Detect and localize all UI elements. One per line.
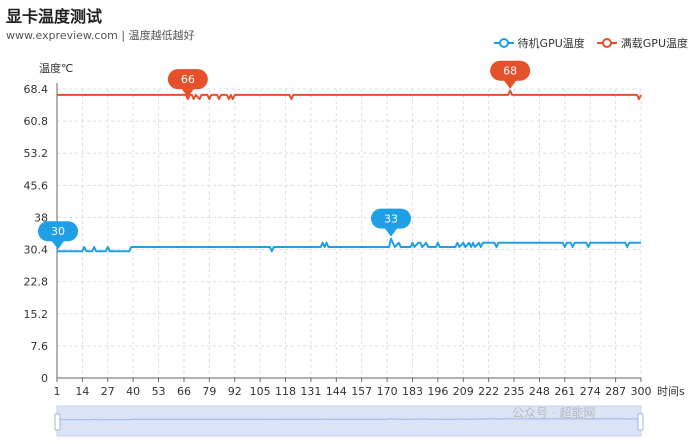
idle-max-marker-label: 33: [384, 213, 398, 226]
x-tick-label: 170: [377, 385, 398, 398]
legend-item-load[interactable]: 满载GPU温度: [596, 35, 688, 51]
zoom-slider-preview: [57, 417, 641, 421]
x-tick-label: 53: [152, 385, 166, 398]
x-tick-label: 209: [453, 385, 474, 398]
legend-label-idle: 待机GPU温度: [517, 37, 585, 50]
legend-item-idle[interactable]: 待机GPU温度: [493, 35, 585, 51]
x-tick-label: 157: [351, 385, 372, 398]
x-tick-label: 66: [177, 385, 191, 398]
zoom-slider-area: [56, 405, 642, 437]
load-max-marker: 68: [490, 60, 531, 89]
idle-min-marker-label: 30: [51, 225, 65, 238]
x-tick-label: 274: [580, 385, 601, 398]
load-min-marker-label: 66: [181, 73, 195, 86]
x-tick-label: 92: [228, 385, 242, 398]
chart-subtitle: www.expreview.com | 温度越低越好: [6, 29, 195, 42]
series-line-idle: [57, 237, 641, 253]
y-tick-label: 22.8: [24, 276, 49, 289]
legend: 待机GPU温度 满载GPU温度: [493, 35, 688, 51]
y-tick-label: 30.4: [24, 244, 49, 257]
y-tick-label: 7.6: [31, 340, 49, 353]
idle-min-marker: 30: [38, 221, 78, 250]
load-max-marker-shape: [490, 60, 531, 89]
series-line-load: [57, 89, 642, 101]
x-tick-label: 235: [504, 385, 525, 398]
x-tick-label: 287: [605, 385, 626, 398]
watermark: 公众号 · 超能网: [512, 406, 596, 420]
zoom-handle-right[interactable]: [637, 413, 644, 431]
x-tick-label: 261: [554, 385, 575, 398]
idle-max-marker-shape: [370, 208, 411, 237]
legend-swatch-idle: [493, 38, 514, 48]
x-tick-label: 27: [101, 385, 115, 398]
x-tick-label: 79: [202, 385, 216, 398]
y-tick-label: 53.2: [24, 147, 49, 160]
x-tick-label: 131: [300, 385, 321, 398]
legend-label-load: 满载GPU温度: [620, 37, 688, 50]
y-axis-label: 温度℃: [39, 61, 73, 75]
load-max-marker-label: 68: [503, 65, 517, 78]
x-tick-label: 40: [126, 385, 140, 398]
x-tick-label: 183: [402, 385, 423, 398]
x-tick-label: 105: [250, 385, 271, 398]
x-tick-label: 300: [631, 385, 652, 398]
y-tick-label: 45.6: [24, 179, 49, 192]
x-tick-label: 196: [427, 385, 448, 398]
x-axis-label: 时间s: [657, 385, 685, 398]
x-tick-label: 222: [478, 385, 499, 398]
x-tick-label: 118: [275, 385, 296, 398]
x-tick-label: 248: [529, 385, 550, 398]
x-tick-label: 1: [54, 385, 61, 398]
y-tick-label: 38: [34, 211, 48, 224]
load-min-marker-shape: [167, 69, 208, 98]
zoom-handle-left[interactable]: [54, 413, 61, 431]
idle-min-marker-shape: [38, 221, 78, 250]
x-tick-label: 14: [75, 385, 89, 398]
y-tick-label: 15.2: [24, 308, 49, 321]
x-tick-label: 144: [326, 385, 347, 398]
y-tick-label: 0: [41, 372, 48, 385]
legend-swatch-load: [596, 38, 617, 48]
idle-max-marker: 33: [370, 208, 411, 237]
load-min-marker: 66: [167, 69, 208, 98]
zoom-slider[interactable]: [54, 405, 644, 437]
y-tick-label: 68.4: [24, 83, 49, 96]
chart-title: 显卡温度测试: [6, 7, 103, 26]
y-tick-label: 60.8: [24, 115, 49, 128]
